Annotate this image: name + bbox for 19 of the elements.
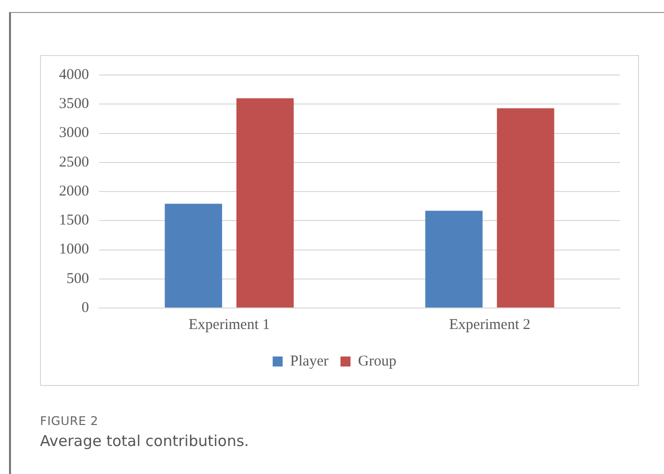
bar (496, 108, 554, 308)
y-tick-label: 3500 (59, 96, 89, 112)
bar (236, 98, 294, 308)
y-tick-label: 500 (66, 270, 89, 287)
x-tick-label: Experiment 1 (188, 316, 270, 333)
bar (425, 210, 483, 308)
text: Average total contributions. (40, 432, 249, 450)
y-tick-label: 2000 (59, 183, 89, 200)
y-tick-label: 0 (82, 300, 89, 316)
bar (164, 204, 222, 308)
y-tick-label: 1000 (59, 242, 89, 258)
y-tick-label: 4000 (59, 66, 89, 83)
y-tick-label: 3000 (59, 125, 89, 142)
caption: FIGURE 2 (40, 414, 98, 428)
x-tick-label: Experiment 2 (449, 316, 530, 333)
y-tick-label: 1500 (59, 212, 89, 229)
legend-label: Player (290, 353, 329, 370)
legend-label: Group (358, 353, 396, 370)
y-tick-label: 2500 (59, 154, 89, 170)
